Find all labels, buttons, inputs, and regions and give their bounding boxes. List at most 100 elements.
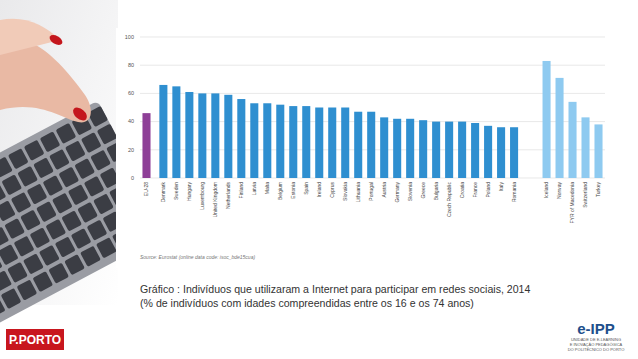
x-tick-label: Latvia [251,182,257,196]
key [14,236,35,257]
y-tick-label: 60 [128,90,134,96]
bar [406,119,414,178]
key [33,157,54,178]
y-tick-label: 20 [128,147,134,153]
key [20,210,41,231]
x-tick-label: Portugal [368,182,374,201]
key [17,166,38,187]
key [65,140,86,161]
key [11,192,32,213]
key [81,132,102,153]
key [56,123,77,144]
bar [484,126,492,178]
bar [380,117,388,178]
hand [0,19,91,123]
key [48,263,69,284]
x-tick-label: Sweden [173,182,179,200]
bar [569,102,577,178]
key [23,253,44,274]
bar [432,122,440,178]
x-tick-label: Romania [511,182,517,202]
key [27,184,48,205]
x-tick-label: Finland [238,182,244,199]
x-tick-label: Ireland [316,182,322,198]
x-tick-label: Cyprus [329,182,335,198]
slide: 0 20 40 60 80 100 EU-28 Denmark Sweden Hungary Lux… [0,0,638,359]
bar [263,103,271,178]
x-tick-label: Austria [381,182,387,198]
x-tick-label: Turkey [595,182,601,198]
source-note: Source: Eurostat (online data code: isoc… [140,254,255,260]
x-tick-label: Czech Republic [446,182,452,218]
y-tick-label: 80 [128,62,134,68]
key [96,237,117,258]
x-tick-label: Italy [498,182,504,192]
key [36,201,57,222]
caption-subtitle: (% de indivíduos com idades compreendida… [140,297,474,309]
bar [393,119,401,178]
bar [237,99,245,178]
key [64,254,85,275]
key [8,148,29,169]
x-tick-label: Iceland [543,182,549,198]
bar [556,78,564,178]
x-tick-label: Slovenia [407,182,413,201]
x-tick-label: EU-28 [143,182,149,196]
bar [419,120,427,178]
x-tick-label: Luxembourg [199,182,205,210]
y-tick-label: 40 [128,118,134,124]
bar [445,122,453,178]
x-tick-label: Poland [485,182,491,198]
bar [315,108,323,179]
key [30,227,51,248]
key [68,184,89,205]
bar [211,93,219,178]
x-tick-label: FYR of Macedonia [569,182,575,224]
key [7,262,28,283]
nail [48,33,64,47]
x-tick-label: Belgium [277,182,283,200]
key [24,140,45,161]
key [39,245,60,266]
bar [510,127,518,178]
y-tick-label: 100 [125,34,134,40]
bar [224,95,232,178]
key [90,150,111,171]
bar [159,85,167,178]
logo-left-box [6,329,64,350]
bar [543,61,551,178]
x-tick-label: Slovakia [342,182,348,201]
key [80,246,101,267]
chart-background [116,28,616,268]
chart: 0 20 40 60 80 100 EU-28 Denmark Sweden Hungary Lux… [116,28,616,268]
bar [198,93,206,178]
x-tick-label: France [472,182,478,198]
x-tick-label: Croatia [459,182,465,198]
bar [328,108,336,179]
bar [594,124,602,178]
key [71,228,92,249]
background [0,0,638,359]
bar [458,122,466,178]
x-tick-label: Denmark [160,182,166,203]
key [55,236,76,257]
key [77,202,98,223]
bar [497,127,505,178]
key [45,219,66,240]
x-tick-label: Greece [420,182,426,199]
bar [142,113,150,178]
bar [581,117,589,178]
grid-line [140,37,605,38]
x-tick-label: Estonia [290,182,296,199]
key [1,288,22,309]
key [43,175,64,196]
bars [142,61,602,178]
caption-title: Gráfico : Indivíduos que utilizaram a In… [140,283,531,295]
bar [172,86,180,178]
key [4,218,25,239]
key [1,174,22,195]
x-tick-label: Hungary [186,182,192,201]
y-tick-label: 0 [131,175,134,181]
key [0,244,19,265]
key [32,271,53,292]
